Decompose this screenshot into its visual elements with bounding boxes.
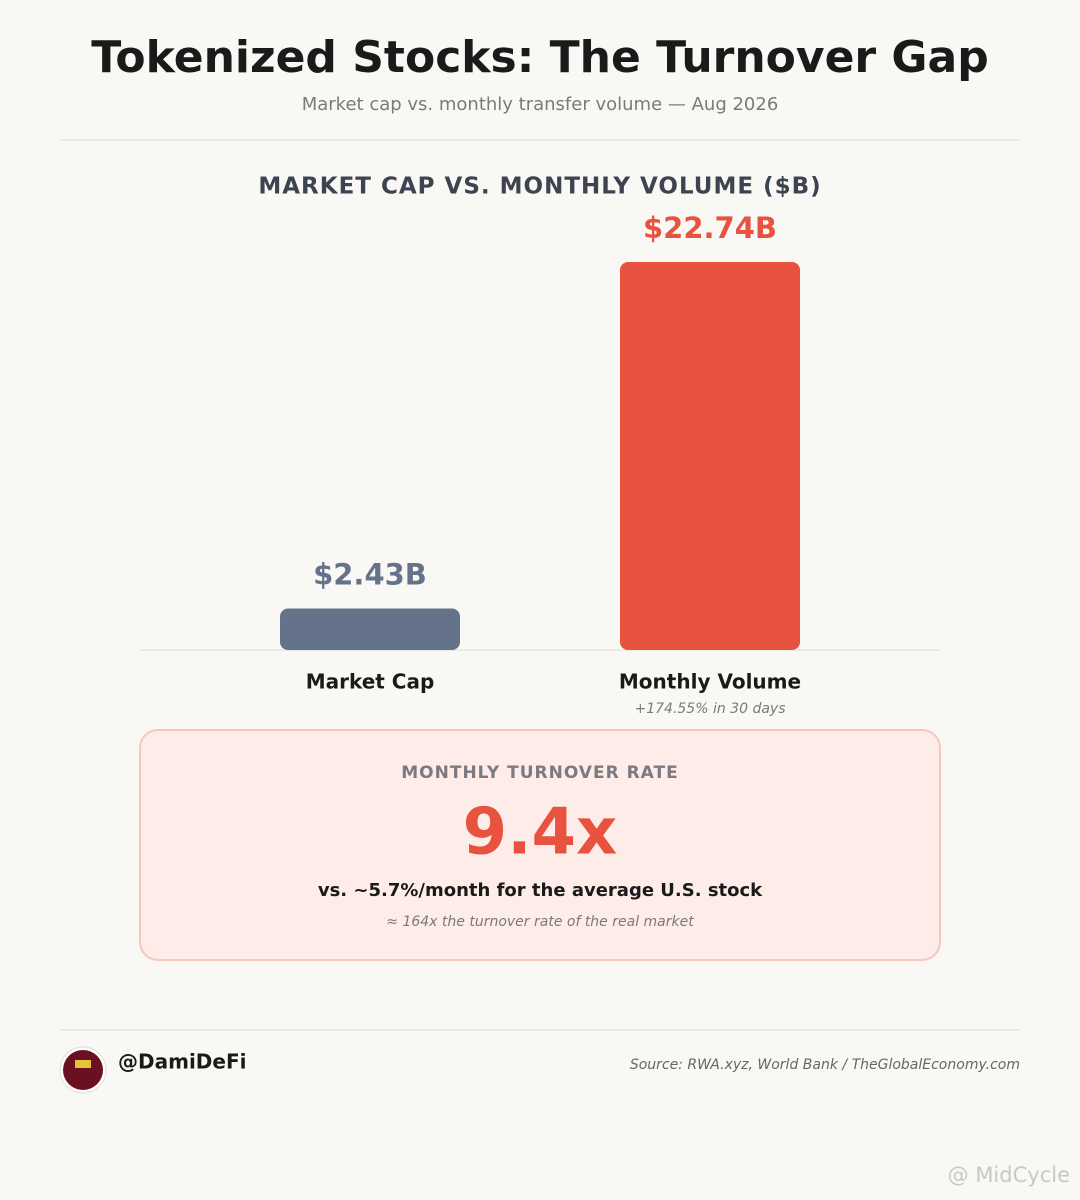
annotation: +174.55% in 30 days xyxy=(635,701,786,717)
callout-comparison: vs. ~5.7%/month for the average U.S. sto… xyxy=(318,880,763,901)
watermark: @ MidCycle xyxy=(948,1163,1070,1187)
callout-value: 9.4x xyxy=(463,796,618,870)
avatar xyxy=(63,1050,103,1090)
callout-note: ≈ 164x the turnover rate of the real mar… xyxy=(386,914,694,930)
chart-title: MARKET CAP VS. MONTHLY VOLUME ($B) xyxy=(258,174,821,200)
value-label: $22.74B xyxy=(643,211,777,245)
value-label: $2.43B xyxy=(313,558,427,592)
title: Tokenized Stocks: The Turnover Gap xyxy=(91,32,989,83)
bar xyxy=(280,608,460,650)
callout-label: MONTHLY TURNOVER RATE xyxy=(401,763,678,783)
category-label: Market Cap xyxy=(306,670,435,694)
bar xyxy=(620,262,800,650)
source: Source: RWA.xyz, World Bank / TheGlobalE… xyxy=(630,1057,1020,1073)
callout-box xyxy=(139,729,941,961)
category-label: Monthly Volume xyxy=(619,670,801,694)
handle: @DamiDeFi xyxy=(118,1050,246,1074)
avatar-detail xyxy=(75,1060,91,1068)
subtitle: Market cap vs. monthly transfer volume —… xyxy=(302,94,779,115)
